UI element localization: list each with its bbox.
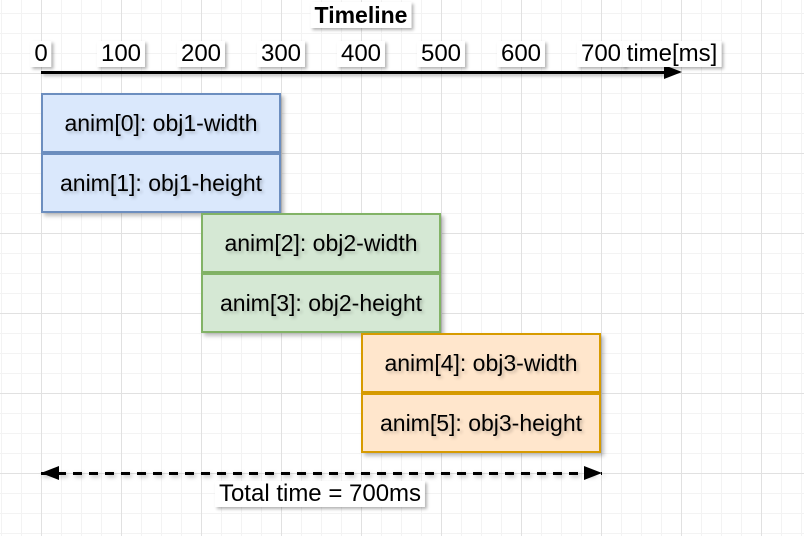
time-axis-unit-label: time[ms] <box>622 41 722 67</box>
timeline-bar-anim-0: anim[0]: obj1-width <box>41 93 281 153</box>
timeline-bar-anim-1: anim[1]: obj1-height <box>41 153 281 213</box>
time-axis-tick-400: 400 <box>336 41 386 67</box>
time-axis-tick-100: 100 <box>96 41 146 67</box>
total-time-arrow-line <box>41 472 602 475</box>
time-axis-line <box>41 71 667 74</box>
time-axis-tick-200: 200 <box>176 41 226 67</box>
time-axis-tick-0: 0 <box>30 41 52 67</box>
timeline-bar-anim-2: anim[2]: obj2-width <box>201 213 441 273</box>
timeline-bar-anim-3: anim[3]: obj2-height <box>201 273 441 333</box>
total-time-label: Total time = 700ms <box>214 481 426 507</box>
time-axis-tick-700: 700 <box>576 41 626 67</box>
time-axis-tick-500: 500 <box>416 41 466 67</box>
total-time-arrow-left-icon <box>41 466 59 480</box>
time-axis-tick-300: 300 <box>256 41 306 67</box>
timeline-bar-anim-5: anim[5]: obj3-height <box>361 393 601 453</box>
diagram-title: Timeline <box>310 2 412 28</box>
total-time-arrow-right-icon <box>584 466 602 480</box>
time-axis-tick-600: 600 <box>496 41 546 67</box>
timeline-bar-anim-4: anim[4]: obj3-width <box>361 333 601 393</box>
time-axis-arrowhead-icon <box>664 65 682 79</box>
